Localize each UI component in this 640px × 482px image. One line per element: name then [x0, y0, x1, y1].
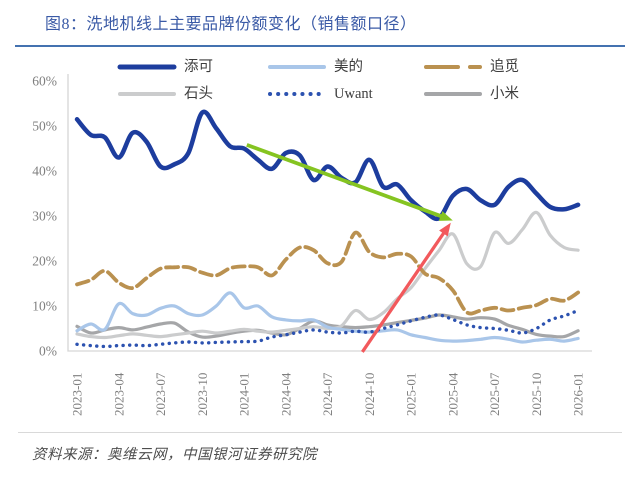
legend-label-xiaomi: 小米 — [490, 86, 519, 102]
legend-swatch-zhuimi — [424, 65, 482, 69]
decline-arrow-shaft — [246, 143, 445, 219]
x-tick-label: 2024-07 — [320, 372, 335, 416]
legend-item-uwant: Uwant — [267, 85, 373, 103]
axis-lines — [67, 74, 592, 352]
title-divider — [15, 45, 625, 47]
series-line-tineco — [74, 109, 581, 222]
x-tick-label: 2025-04 — [445, 372, 460, 416]
legend-label-meidi: 美的 — [334, 59, 363, 75]
y-tick-label: 10% — [32, 299, 57, 314]
legend-swatch-tineco — [117, 64, 177, 70]
legend-label-shitou: 石头 — [184, 86, 213, 102]
legend-item-tineco: 添可 — [117, 58, 213, 76]
y-tick-label: 40% — [32, 164, 57, 179]
x-tick-label: 2026-01 — [571, 373, 586, 416]
surge-arrow-shaft — [360, 230, 447, 353]
y-tick-label: 30% — [32, 209, 57, 224]
series-line-meidi — [75, 291, 580, 344]
legend-item-shitou: 石头 — [117, 85, 213, 103]
legend-label-uwant: Uwant — [334, 86, 373, 102]
y-tick-label: 20% — [32, 254, 57, 269]
x-tick-label: 2023-04 — [111, 372, 126, 416]
x-tick-label: 2024-10 — [362, 373, 377, 416]
footer-divider — [18, 432, 622, 433]
legend-item-meidi: 美的 — [267, 58, 363, 76]
x-tick-label: 2025-07 — [487, 372, 502, 416]
y-tick-label: 50% — [32, 119, 57, 134]
x-tick-label: 2023-07 — [153, 372, 168, 416]
y-tick-label: 60% — [32, 74, 57, 89]
x-tick-label: 2025-10 — [529, 373, 544, 416]
legend-swatch-meidi — [268, 65, 326, 69]
legend-swatch-xiaomi — [424, 92, 482, 96]
series-line-zhuimi — [75, 230, 580, 316]
surge-arrow-head — [439, 222, 451, 237]
legend-label-zhuimi: 追觅 — [490, 59, 519, 75]
legend-item-xiaomi: 小米 — [423, 85, 519, 103]
legend-item-zhuimi: 追觅 — [423, 58, 519, 76]
x-tick-label: 2023-10 — [195, 373, 210, 416]
x-tick-label: 2024-04 — [278, 372, 293, 416]
y-tick-label: 0% — [39, 344, 57, 359]
decline-arrow-head — [438, 211, 453, 221]
legend-swatch-uwant — [268, 92, 326, 96]
x-tick-label: 2023-01 — [70, 373, 85, 416]
chart-legend: 添可 美的 追觅石头 Uwant 小米 — [0, 0, 640, 110]
source-note: 资料来源：奥维云网，中国银河证券研究院 — [32, 447, 317, 463]
legend-label-tineco: 添可 — [184, 59, 213, 75]
x-tick-label: 2025-01 — [404, 373, 419, 416]
legend-swatch-shitou — [118, 92, 176, 96]
figure-title: 图8：洗地机线上主要品牌份额变化（销售额口径） — [45, 16, 417, 33]
x-tick-label: 2024-01 — [237, 373, 252, 416]
series-line-xiaomi — [75, 313, 580, 339]
series-line-uwant — [75, 308, 580, 349]
